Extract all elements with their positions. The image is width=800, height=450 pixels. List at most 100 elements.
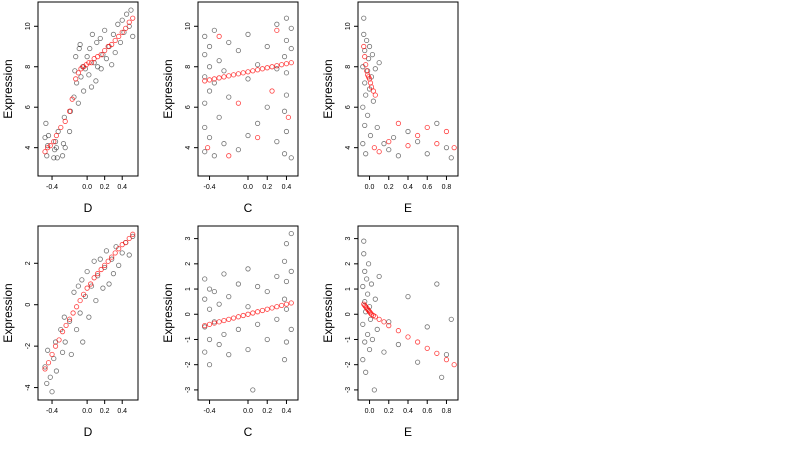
data-point [75,100,81,106]
data-point [245,346,251,353]
data-point [130,15,136,21]
y-axis-label: Expression [321,59,335,118]
data-point [115,21,121,27]
data-point [81,88,87,94]
data-point [89,31,95,37]
y-tick-label: -2 [185,361,192,367]
y-tick-label: 10 [345,22,352,30]
plot-frame [37,225,139,401]
data-point [100,285,106,291]
data-point [443,357,450,363]
y-tick-label: -2 [25,343,32,349]
data-point [362,299,368,305]
data-point [73,54,79,60]
data-point [376,316,382,322]
data-point [250,68,256,74]
data-point [376,273,382,280]
data-point [216,341,222,348]
data-point [281,258,288,264]
data-point [59,349,66,355]
data-point [70,310,76,316]
y-tick-label: 6 [185,105,192,109]
data-point [126,252,132,258]
data-point [405,294,411,300]
data-point [73,326,80,333]
data-point [126,235,132,242]
data-point [216,114,222,120]
data-point [395,120,401,126]
x-tick-label: 0.4 [282,184,292,191]
data-point [360,357,366,363]
x-axis-label: C [244,201,253,215]
data-point [288,268,294,274]
data-point [371,387,377,393]
data-point [84,268,90,275]
data-point [264,65,270,71]
data-point [49,351,55,358]
y-tick-label: 4 [345,146,352,150]
data-point [405,143,411,149]
data-point [250,387,256,393]
panel-6: 0.0 0.2 0.4 0.6 0.8 -3 -2 -1 0 1 2 3 E Expression [321,225,459,439]
panel-3: 0.0 0.2 0.4 0.6 0.8 4 6 8 10 E Expression [321,1,459,215]
data-point [434,350,440,356]
data-point [281,54,288,60]
data-point [245,76,251,82]
data-point [255,120,261,126]
plot-frame [37,1,139,177]
data-point [59,153,66,159]
y-axis-label: Expression [161,283,175,342]
data-point [283,37,290,44]
y-tick-label: -2 [345,361,352,367]
y-tick-label: -4 [25,384,32,390]
data-point [288,155,294,161]
y-tick-label: -1 [345,336,352,342]
data-point [226,294,232,300]
data-point [361,251,367,257]
data-point [274,304,280,310]
data-point [443,352,450,358]
data-point [102,262,108,268]
y-axis-label: Expression [1,283,15,342]
data-point [211,27,217,33]
data-point [288,300,294,306]
data-point [211,153,217,159]
data-point [88,281,94,287]
data-point [86,314,92,320]
data-point [288,326,294,332]
y-tick-label: 3 [185,237,192,241]
data-point [443,145,450,151]
data-point [87,45,93,52]
plot-frame [197,1,299,177]
data-point [202,100,208,106]
data-point [123,239,129,246]
data-point [202,33,208,39]
data-point [221,331,227,338]
data-point [283,128,290,135]
data-point [415,359,421,365]
data-point [230,72,237,78]
x-axis-label: C [244,425,253,439]
data-point [45,143,51,149]
data-point [369,336,376,343]
data-point [448,155,454,161]
data-point [264,306,270,312]
data-point [245,69,251,75]
data-point [98,52,104,58]
data-point [109,41,115,48]
x-tick-label: 0.4 [403,184,413,191]
data-point [230,315,237,321]
data-point [368,84,375,90]
data-point [202,149,208,155]
data-point [202,52,208,58]
data-point [47,374,53,380]
x-axis-label: E [404,425,412,439]
data-point [221,271,227,277]
data-point [62,118,68,124]
data-point [361,43,367,50]
x-tick-label: -0.4 [46,184,58,191]
x-tick-label: 0.2 [384,184,394,191]
data-point [211,76,217,82]
data-point [44,380,50,387]
data-point [42,364,48,370]
